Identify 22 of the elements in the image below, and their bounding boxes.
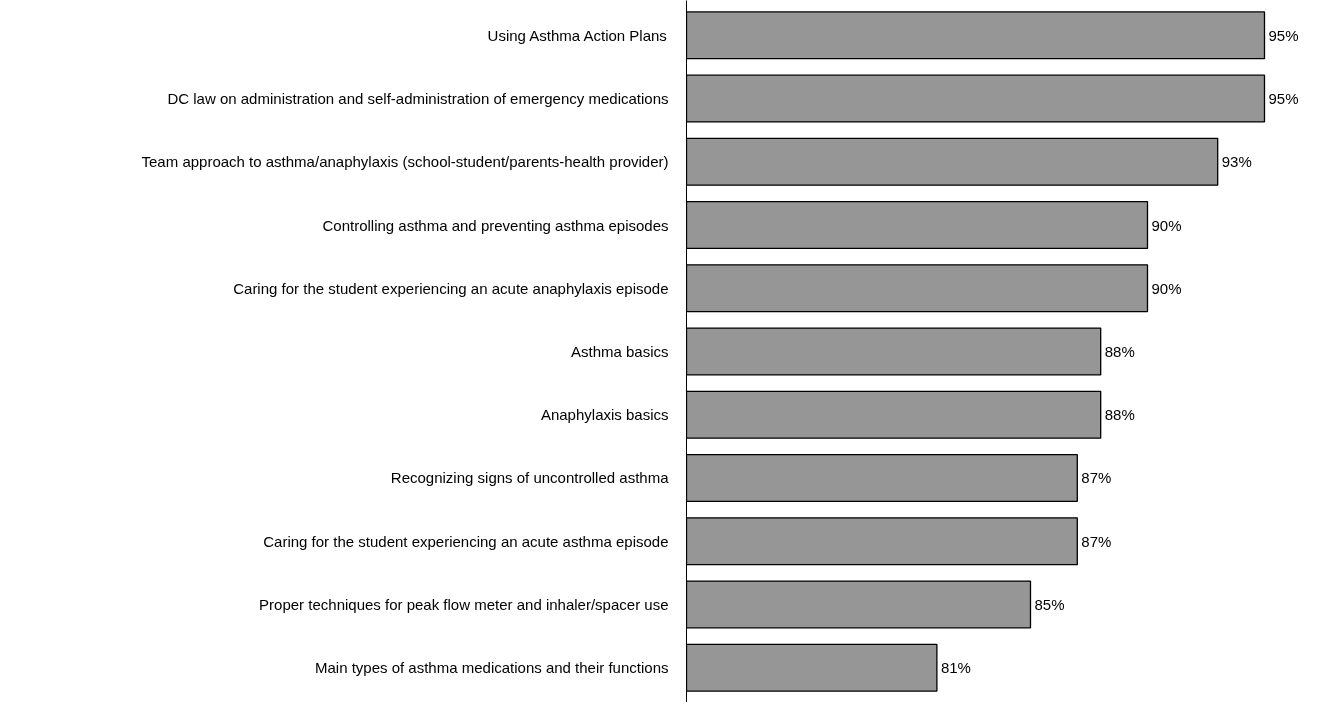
y-tick-label: DC law on administration and self-administration of emergency medications bbox=[167, 90, 669, 108]
y-tick-label: Team approach to asthma/anaphylaxis (school-student/parents-health provider) bbox=[141, 153, 669, 171]
data-label: 81% bbox=[940, 659, 971, 677]
data-label: 95% bbox=[1268, 90, 1299, 108]
data-label: 90% bbox=[1151, 216, 1182, 234]
data-label: 88% bbox=[1104, 406, 1135, 424]
data-label: 88% bbox=[1104, 343, 1135, 360]
data-label: 87% bbox=[1081, 469, 1112, 487]
y-tick-label: Caring for the student experiencing an acute asthma episode bbox=[263, 532, 669, 550]
data-label: 93% bbox=[1221, 153, 1252, 171]
data-label: 85% bbox=[1034, 595, 1065, 613]
data-label: 87% bbox=[1081, 532, 1112, 550]
data-label: 95% bbox=[1268, 26, 1299, 44]
y-tick-label: Proper techniques for peak flow meter and inhaler/spacer use bbox=[259, 595, 669, 613]
y-tick-label: Anaphylaxis basics bbox=[540, 406, 669, 424]
data-label: 90% bbox=[1151, 279, 1182, 297]
y-tick-label: Caring for the student experiencing an acute anaphylaxis episode bbox=[233, 279, 669, 297]
y-tick-label: Controlling asthma and preventing asthma episodes bbox=[322, 216, 669, 234]
y-tick-label: Recognizing signs of uncontrolled asthma bbox=[390, 469, 670, 487]
y-tick-label: Main types of asthma medications and their functions bbox=[314, 659, 669, 677]
y-tick-label: Using Asthma Action Plans bbox=[487, 26, 667, 44]
y-tick-label: Asthma basics bbox=[570, 343, 669, 360]
